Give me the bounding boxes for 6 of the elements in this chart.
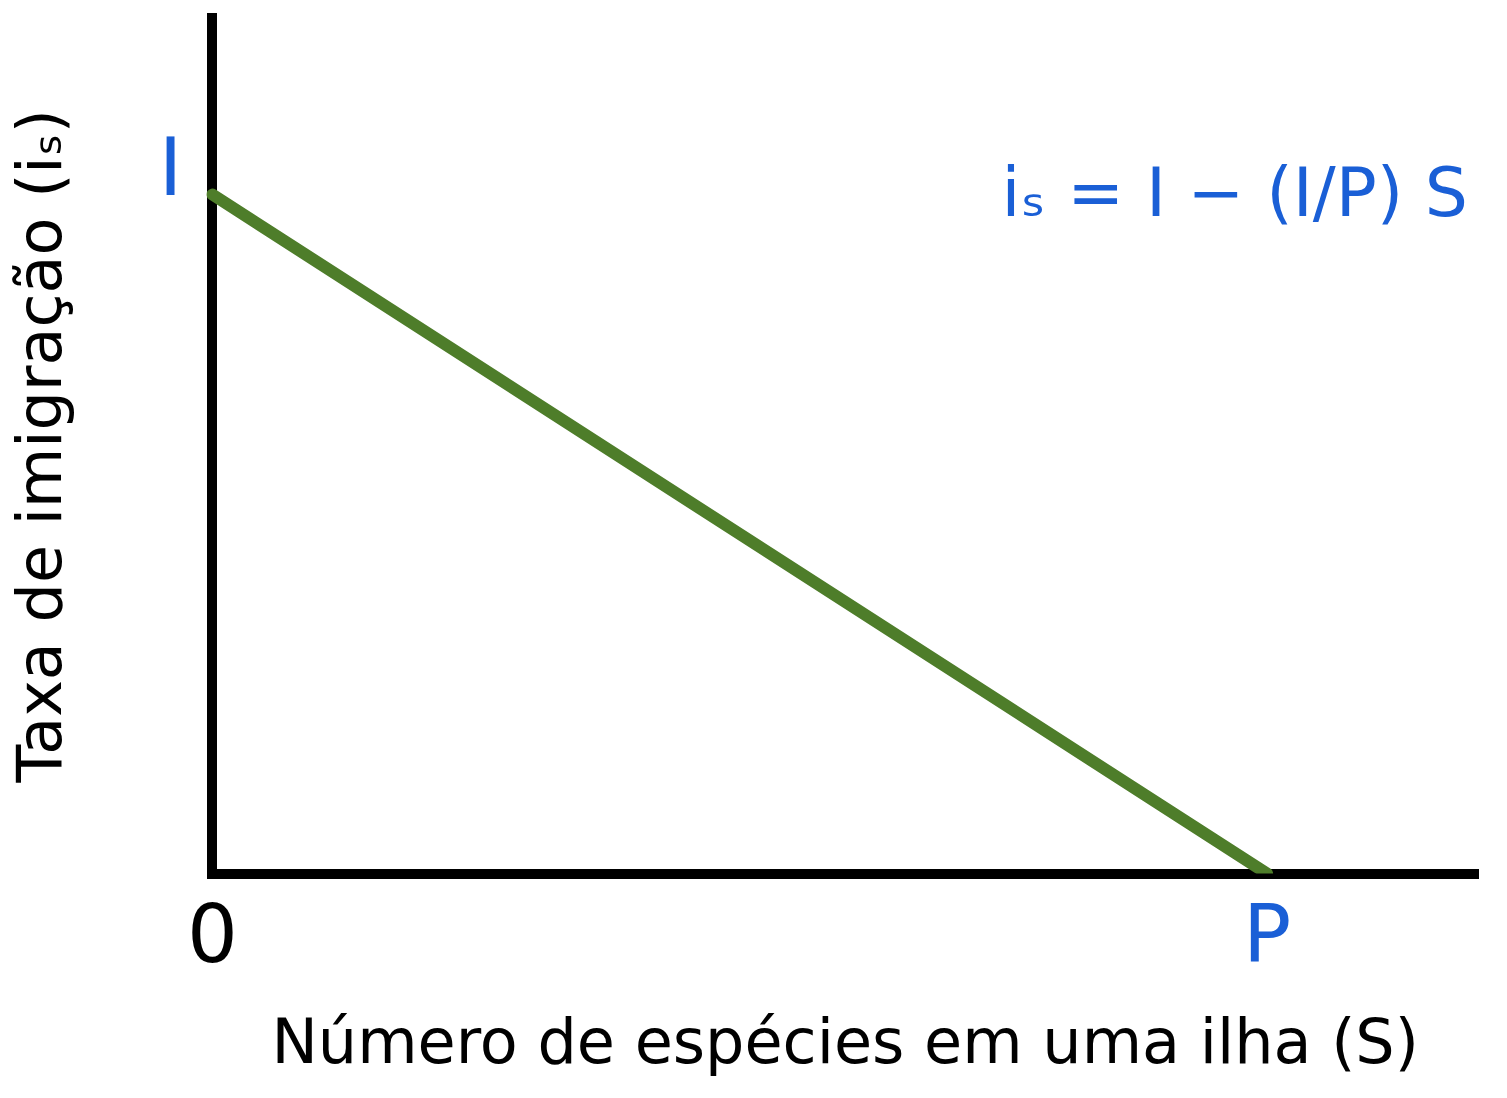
annotation: iₛ = I − (I/P) S — [1001, 152, 1468, 232]
annotation: I — [158, 121, 183, 215]
x-axis-title: Número de espécies em uma ilha (S) — [271, 1004, 1419, 1078]
x-tick-label: 0 — [186, 888, 238, 982]
x-tick-label: P — [1242, 888, 1292, 982]
y-axis-title: Taxa de imigração (iₛ) — [3, 109, 77, 784]
